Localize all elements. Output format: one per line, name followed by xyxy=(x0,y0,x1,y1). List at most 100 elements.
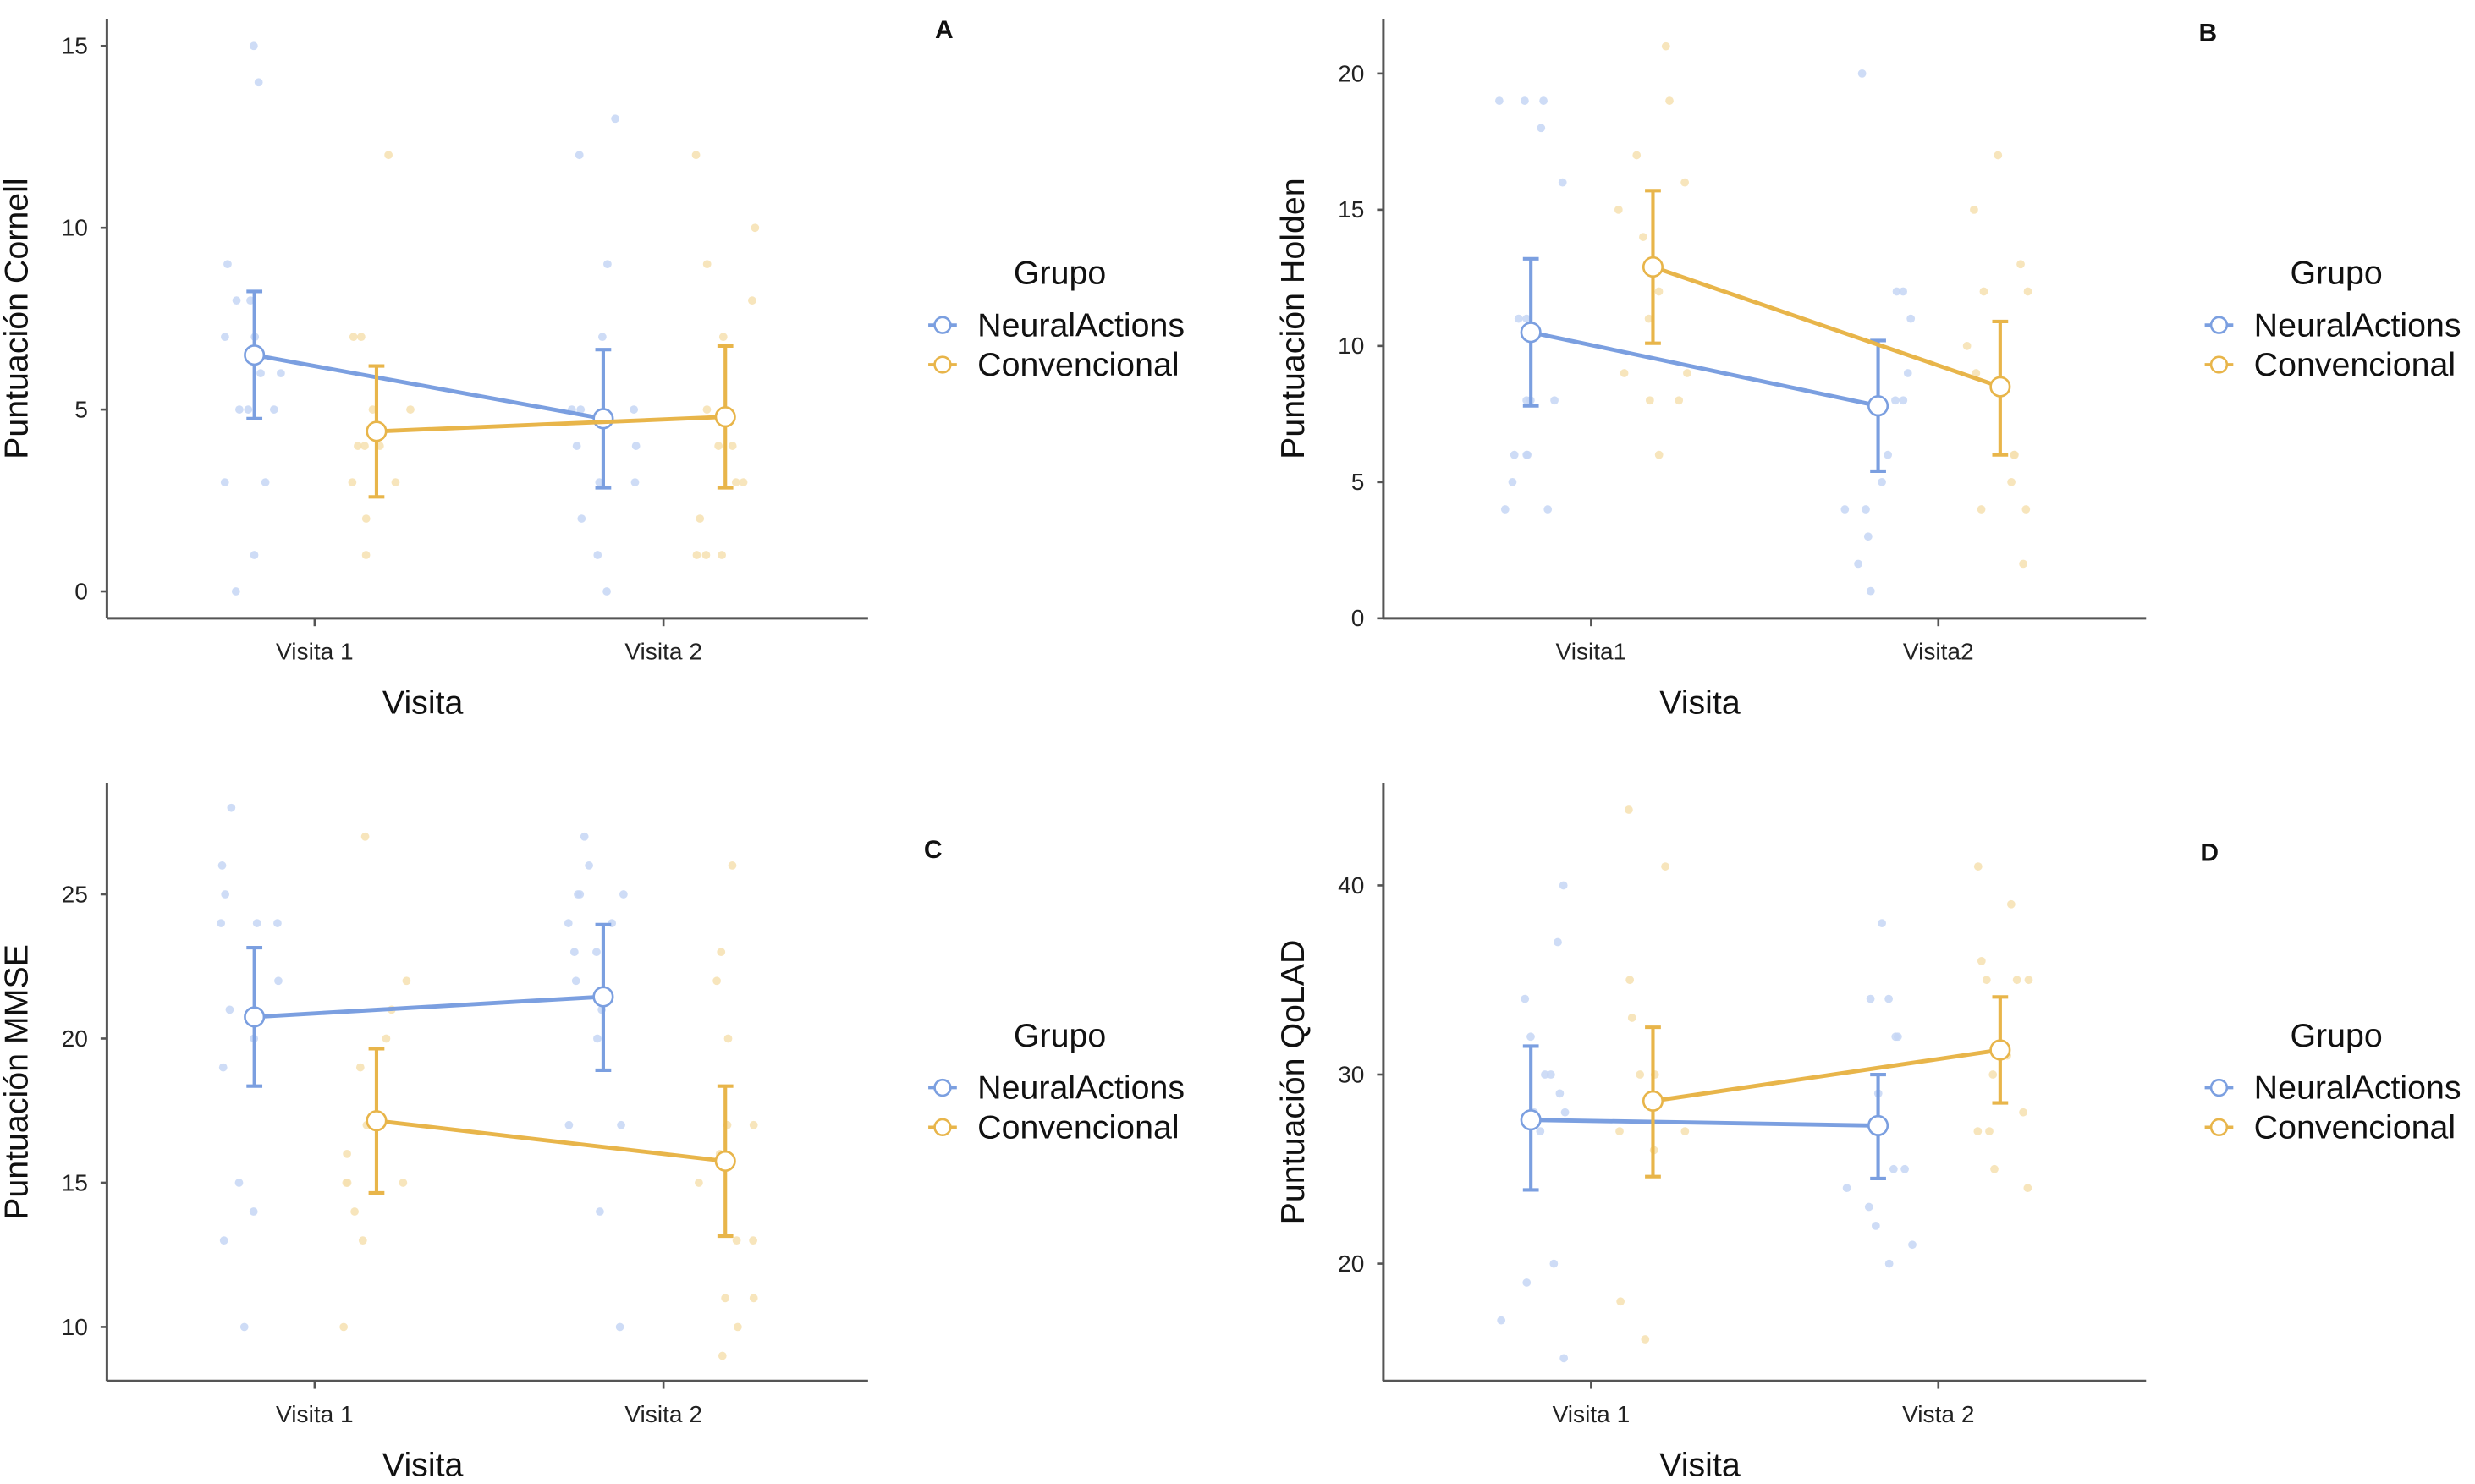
panel-b: 0 5 10 15 20 Visita1 Visita2 Visita Puntuación H… xyxy=(1274,19,2461,721)
raw-point-convencional xyxy=(1615,1127,1624,1135)
raw-point-neuralactions xyxy=(1537,124,1546,133)
raw-point-neuralactions xyxy=(1884,994,1893,1003)
raw-point-convencional xyxy=(339,1322,349,1332)
mean-line-convencional xyxy=(376,1118,726,1163)
y-tick-label: 20 xyxy=(62,1025,88,1052)
mean-point-neuralactions xyxy=(244,1006,266,1028)
raw-point-convencional xyxy=(361,551,371,559)
raw-point-convencional xyxy=(1661,41,1670,51)
legend-key-marker xyxy=(933,355,952,374)
raw-point-convencional xyxy=(358,1236,367,1245)
raw-point-neuralactions xyxy=(1899,396,1908,405)
mean-line-neuralactions xyxy=(254,353,604,421)
mean-point-neuralactions xyxy=(1520,322,1542,344)
raw-point-neuralactions xyxy=(577,514,586,523)
panel-label: A xyxy=(935,16,954,44)
raw-point-convencional xyxy=(2024,976,2033,985)
raw-point-convencional xyxy=(399,1179,408,1187)
mean-point-convencional xyxy=(366,1110,388,1132)
raw-point-neuralactions xyxy=(630,405,639,414)
raw-point-convencional xyxy=(2021,505,2031,514)
raw-point-neuralactions xyxy=(1842,1184,1851,1193)
raw-point-neuralactions xyxy=(1508,477,1517,486)
raw-point-convencional xyxy=(2019,559,2027,569)
mean-point-convencional xyxy=(714,1150,736,1172)
raw-point-neuralactions xyxy=(246,296,255,305)
raw-point-convencional xyxy=(2010,450,2019,459)
raw-point-convencional xyxy=(1645,396,1654,405)
raw-point-neuralactions xyxy=(1550,396,1559,405)
raw-point-convencional xyxy=(723,1034,733,1043)
raw-point-neuralactions xyxy=(1908,1240,1917,1250)
raw-point-convencional xyxy=(728,442,737,450)
raw-point-neuralactions xyxy=(1559,881,1568,890)
raw-point-neuralactions xyxy=(234,1179,244,1187)
raw-point-neuralactions xyxy=(217,919,226,927)
raw-point-convencional xyxy=(1977,957,1986,965)
raw-point-neuralactions xyxy=(585,861,593,870)
mean-line-convencional xyxy=(1653,1047,2001,1103)
raw-point-convencional xyxy=(354,442,362,450)
raw-point-convencional xyxy=(357,333,366,342)
raw-point-neuralactions xyxy=(218,1063,228,1072)
legend-key-marker xyxy=(2209,355,2229,374)
raw-point-neuralactions xyxy=(225,1005,234,1014)
raw-point-neuralactions xyxy=(611,114,619,124)
raw-point-neuralactions xyxy=(1863,532,1873,541)
legend-key-marker xyxy=(933,316,952,334)
raw-point-neuralactions xyxy=(1510,450,1519,459)
raw-point-convencional xyxy=(2019,1108,2027,1117)
x-tick-label: Visita 1 xyxy=(276,639,354,665)
legend-item-neuralactions: NeuralActions xyxy=(2254,306,2461,344)
y-axis-title: Puntuación QoLAD xyxy=(1274,940,1312,1225)
mean-point-neuralactions xyxy=(592,408,614,430)
raw-point-neuralactions xyxy=(269,405,278,414)
mean-point-neuralactions xyxy=(1867,395,1889,417)
legend-key-marker xyxy=(2209,316,2229,334)
raw-point-neuralactions xyxy=(1891,396,1900,405)
raw-point-convencional xyxy=(1632,151,1642,160)
raw-point-convencional xyxy=(712,976,721,986)
raw-point-neuralactions xyxy=(249,41,258,51)
raw-point-neuralactions xyxy=(619,890,628,899)
raw-point-convencional xyxy=(1665,96,1674,105)
raw-point-neuralactions xyxy=(1495,96,1504,105)
raw-point-convencional xyxy=(1636,1070,1645,1079)
raw-point-neuralactions xyxy=(1889,1164,1898,1173)
mean-point-convencional xyxy=(1642,256,1664,278)
raw-point-convencional xyxy=(721,1294,729,1303)
panel-label: B xyxy=(2199,19,2218,47)
x-tick-label: Visita 2 xyxy=(624,639,702,665)
raw-point-convencional xyxy=(749,1236,757,1245)
raw-point-neuralactions xyxy=(564,1120,574,1129)
raw-point-neuralactions xyxy=(1497,1316,1506,1325)
raw-point-neuralactions xyxy=(1840,505,1850,514)
raw-point-neuralactions xyxy=(1546,1070,1555,1079)
raw-point-neuralactions xyxy=(277,369,285,378)
raw-point-convencional xyxy=(1962,341,1972,350)
raw-point-convencional xyxy=(1654,287,1664,296)
raw-point-convencional xyxy=(384,151,393,160)
y-tick-label: 5 xyxy=(1351,469,1365,495)
raw-point-convencional xyxy=(391,478,400,486)
raw-point-convencional xyxy=(1973,1127,1983,1135)
raw-point-neuralactions xyxy=(576,405,586,414)
panel-label: C xyxy=(924,836,943,864)
mean-line-convencional xyxy=(376,415,726,434)
raw-point-neuralactions xyxy=(1555,1089,1565,1098)
raw-point-convencional xyxy=(1627,1014,1636,1022)
legend-title: Grupo xyxy=(2290,1017,2382,1054)
raw-point-neuralactions xyxy=(1884,450,1893,459)
raw-point-convencional xyxy=(1616,1297,1625,1306)
raw-point-convencional xyxy=(1680,178,1689,187)
raw-point-convencional xyxy=(702,405,712,414)
raw-point-convencional xyxy=(349,333,358,342)
raw-point-neuralactions xyxy=(239,1322,249,1332)
raw-point-convencional xyxy=(350,1207,359,1216)
y-tick-label: 40 xyxy=(1338,872,1364,899)
raw-point-convencional xyxy=(734,1322,742,1332)
raw-point-neuralactions xyxy=(1884,1259,1894,1268)
mean-line-neuralactions xyxy=(254,994,604,1020)
raw-point-neuralactions xyxy=(592,948,601,957)
raw-point-neuralactions xyxy=(1866,994,1875,1003)
